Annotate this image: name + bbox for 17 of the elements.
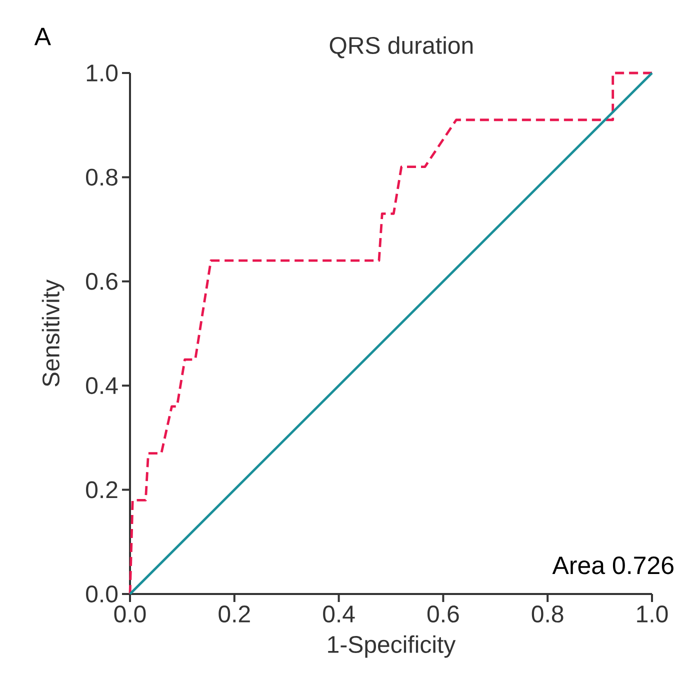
x-tick-label: 0.6 <box>427 606 459 623</box>
x-tick-label: 0.0 <box>114 606 146 623</box>
y-tick-label: 0.2 <box>86 481 118 498</box>
y-tick-label: 0.0 <box>86 586 118 602</box>
x-tick-label: 1.0 <box>637 606 668 623</box>
x-tick-label: 0.2 <box>218 606 250 623</box>
chart-title: QRS duration <box>330 36 473 58</box>
y-tick-label: 0.6 <box>86 272 118 290</box>
annotation: Area 0.726 <box>552 556 674 574</box>
y-tick-label: 1.0 <box>86 64 118 82</box>
x-tick-label: 0.4 <box>323 606 355 623</box>
x-axis-title: 1-Specificity <box>328 635 456 658</box>
text: A <box>34 28 51 46</box>
y-tick-label: 0.4 <box>86 377 118 394</box>
y-tick-label: 0.8 <box>86 168 118 186</box>
y-axis-title: Sensitivity <box>42 280 64 386</box>
x-tick-label: 0.8 <box>532 606 564 623</box>
